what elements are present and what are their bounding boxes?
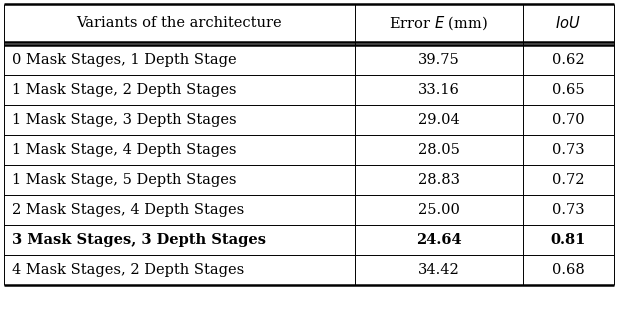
Text: 0.73: 0.73 (552, 203, 585, 217)
Text: 1 Mask Stage, 3 Depth Stages: 1 Mask Stage, 3 Depth Stages (12, 113, 237, 127)
Text: 34.42: 34.42 (418, 263, 460, 277)
Text: 0.72: 0.72 (552, 173, 585, 187)
Text: Error $E$ (mm): Error $E$ (mm) (389, 14, 488, 32)
Text: 0.70: 0.70 (552, 113, 585, 127)
Text: 0 Mask Stages, 1 Depth Stage: 0 Mask Stages, 1 Depth Stage (12, 53, 237, 67)
Text: 0.68: 0.68 (552, 263, 585, 277)
Text: 33.16: 33.16 (418, 83, 460, 97)
Text: 24.64: 24.64 (416, 233, 462, 247)
Text: 25.00: 25.00 (418, 203, 460, 217)
Text: 4 Mask Stages, 2 Depth Stages: 4 Mask Stages, 2 Depth Stages (12, 263, 244, 277)
Text: 3 Mask Stages, 3 Depth Stages: 3 Mask Stages, 3 Depth Stages (12, 233, 266, 247)
Text: 0.65: 0.65 (552, 83, 585, 97)
Text: 1 Mask Stage, 5 Depth Stages: 1 Mask Stage, 5 Depth Stages (12, 173, 237, 187)
Text: 39.75: 39.75 (418, 53, 460, 67)
Text: 29.04: 29.04 (418, 113, 460, 127)
Text: 0.81: 0.81 (551, 233, 586, 247)
Text: 28.83: 28.83 (418, 173, 460, 187)
Text: 2 Mask Stages, 4 Depth Stages: 2 Mask Stages, 4 Depth Stages (12, 203, 244, 217)
Text: 1 Mask Stage, 2 Depth Stages: 1 Mask Stage, 2 Depth Stages (12, 83, 237, 97)
Text: 0.73: 0.73 (552, 143, 585, 157)
Text: 28.05: 28.05 (418, 143, 460, 157)
Text: 1 Mask Stage, 4 Depth Stages: 1 Mask Stage, 4 Depth Stages (12, 143, 237, 157)
Text: 0.62: 0.62 (552, 53, 585, 67)
Text: Variants of the architecture: Variants of the architecture (77, 16, 282, 30)
Text: $IoU$: $IoU$ (556, 15, 581, 31)
